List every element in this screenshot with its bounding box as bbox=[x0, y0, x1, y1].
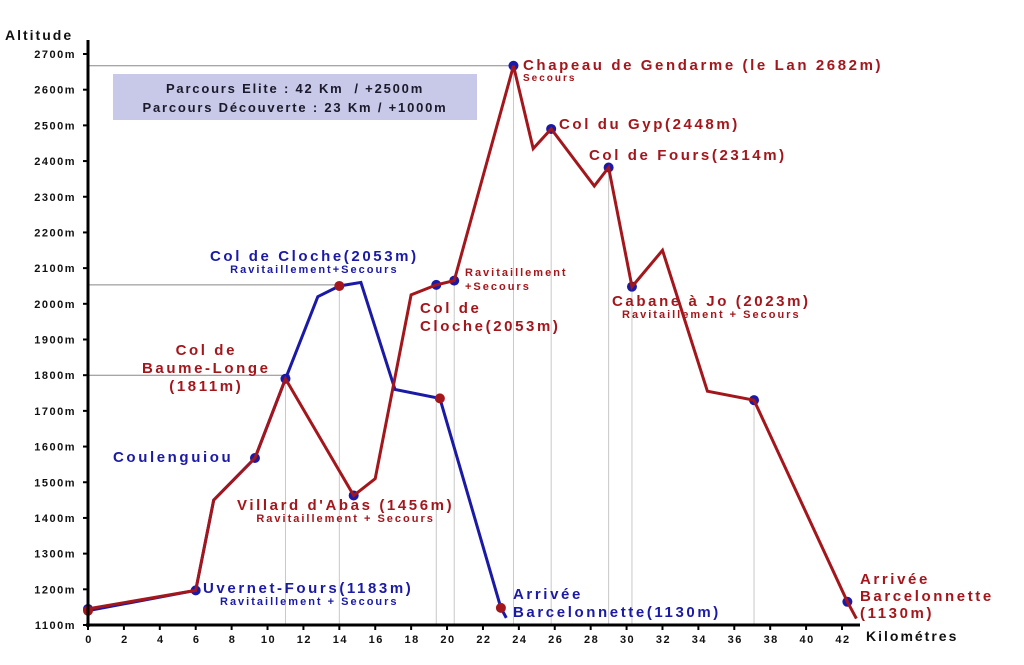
series-lines bbox=[83, 60, 858, 620]
x-tick-label: 34 bbox=[692, 634, 707, 646]
label-col-du-gyp: Col du Gyp(2448m) bbox=[559, 116, 740, 133]
y-tick-label: 2600m bbox=[34, 85, 76, 97]
x-tick-label: 36 bbox=[728, 634, 743, 646]
y-tick-label: 2300m bbox=[34, 192, 76, 204]
info-box: Parcours Elite : 42 Km / +2500m Parcours… bbox=[113, 74, 477, 120]
checkpoint-marker bbox=[334, 280, 345, 291]
label-ravitaillement-red: Ravitaillement +Secours bbox=[465, 267, 568, 293]
y-tick-label: 1600m bbox=[34, 442, 76, 454]
label-coulenguiou: Coulenguiou bbox=[113, 449, 234, 466]
x-tick-label: 24 bbox=[512, 634, 527, 646]
x-tick-label: 4 bbox=[157, 634, 165, 646]
y-tick-label: 2400m bbox=[34, 156, 76, 168]
x-tick-label: 6 bbox=[193, 634, 201, 646]
x-tick-label: 10 bbox=[261, 634, 276, 646]
label-col-de-cloche-red: Col de Cloche(2053m) bbox=[420, 300, 561, 335]
x-tick-label: 8 bbox=[229, 634, 237, 646]
checkpoint-marker bbox=[495, 602, 506, 613]
x-tick-label: 0 bbox=[85, 634, 93, 646]
y-tick-label: 1400m bbox=[34, 513, 76, 525]
checkpoint-marker bbox=[434, 393, 445, 404]
x-tick-label: 32 bbox=[656, 634, 671, 646]
x-tick-label: 14 bbox=[333, 634, 348, 646]
x-tick-label: 28 bbox=[584, 634, 599, 646]
guide-lines bbox=[88, 65, 755, 625]
series-line-elite bbox=[87, 65, 858, 620]
x-tick-label: 30 bbox=[620, 634, 635, 646]
label-chapeau: Chapeau de Gendarme (le Lan 2682m) Secou… bbox=[523, 57, 884, 84]
x-tick-label: 38 bbox=[764, 634, 779, 646]
y-tick-label: 2500m bbox=[34, 120, 76, 132]
label-col-de-cloche-blue: Col de Cloche(2053m) Ravitaillement+Seco… bbox=[210, 248, 419, 276]
y-tick-label: 1500m bbox=[34, 477, 76, 489]
info-line-decouverte: Parcours Découverte : 23 Km / +1000m bbox=[142, 100, 448, 115]
x-axis-title: Kilométres bbox=[866, 628, 958, 644]
info-line-elite: Parcours Elite : 42 Km / +2500m bbox=[165, 81, 425, 96]
x-tick-label: 22 bbox=[476, 634, 491, 646]
y-tick-label: 1800m bbox=[34, 370, 76, 382]
y-tick-label: 1100m bbox=[35, 620, 76, 632]
y-tick-label: 1700m bbox=[34, 406, 76, 418]
y-tick-label: 2100m bbox=[34, 263, 76, 275]
label-arrivee-decouverte: Arrivée Barcelonnette(1130m) bbox=[513, 586, 721, 621]
label-uvernet-fours: Uvernet-Fours(1183m) Ravitaillement + Se… bbox=[203, 580, 414, 608]
label-col-de-fours: Col de Fours(2314m) bbox=[589, 147, 787, 164]
x-tick-label: 42 bbox=[835, 634, 850, 646]
y-tick-label: 2000m bbox=[34, 299, 76, 311]
y-tick-label: 1300m bbox=[34, 549, 76, 561]
y-tick-label: 1200m bbox=[34, 584, 76, 596]
label-villard-dabas: Villard d'Abas (1456m) Ravitaillement + … bbox=[237, 497, 455, 525]
label-cabane-a-jo: Cabane à Jo (2023m) Ravitaillement + Sec… bbox=[612, 293, 811, 321]
x-tick-label: 20 bbox=[440, 634, 455, 646]
x-tick-label: 26 bbox=[548, 634, 563, 646]
label-col-de-baume-longe: Col de Baume-Longe (1811m) bbox=[142, 342, 271, 395]
x-tick-label: 2 bbox=[121, 634, 129, 646]
label-arrivee-elite: Arrivée Barcelonnette (1130m) bbox=[860, 571, 994, 622]
axes: 1100m 1200m 1300m 1400m 1500m 1600m 1700m 1800m… bbox=[5, 27, 958, 646]
y-tick-label: 2200m bbox=[34, 227, 76, 239]
y-tick-label: 2700m bbox=[34, 49, 76, 61]
x-tick-label: 12 bbox=[297, 634, 312, 646]
x-tick-label: 16 bbox=[369, 634, 384, 646]
x-tick-label: 40 bbox=[799, 634, 814, 646]
x-tick-label: 18 bbox=[405, 634, 420, 646]
y-tick-label: 1900m bbox=[34, 335, 76, 347]
y-axis-title: Altitude bbox=[5, 27, 73, 43]
